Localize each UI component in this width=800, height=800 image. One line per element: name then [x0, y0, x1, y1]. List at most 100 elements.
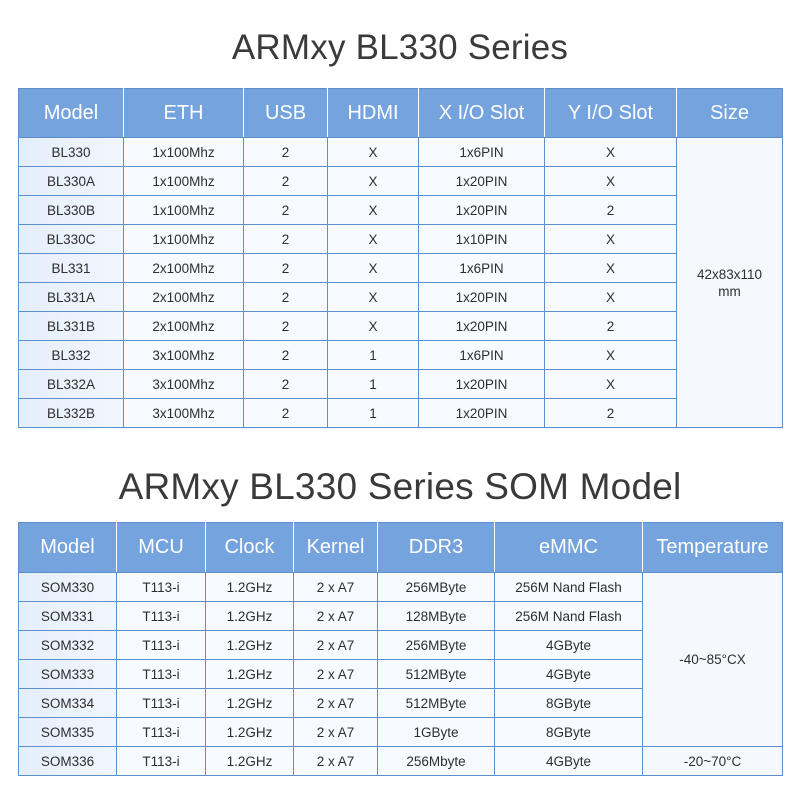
cell-model: BL332 — [18, 340, 124, 370]
cell-y-io: X — [544, 253, 677, 283]
header-hdmi: HDMI — [327, 88, 419, 138]
cell-kernel: 2 x A7 — [293, 659, 378, 689]
cell-mcu: T113-i — [116, 717, 206, 747]
cell-x-io: 1x20PIN — [418, 195, 545, 225]
table-row: SOM335 T113-i 1.2GHz 2 x A7 1GByte 8GByt… — [18, 717, 783, 747]
header-kernel: Kernel — [293, 522, 378, 573]
cell-clock: 1.2GHz — [205, 746, 294, 776]
cell-hdmi: 1 — [327, 340, 419, 370]
cell-model: BL330 — [18, 137, 124, 167]
cell-y-io: X — [544, 224, 677, 254]
table-row: BL330C 1x100Mhz 2 X 1x10PIN X — [18, 224, 783, 254]
cell-hdmi: X — [327, 137, 419, 167]
cell-mcu: T113-i — [116, 659, 206, 689]
cell-x-io: 1x10PIN — [418, 224, 545, 254]
cell-usb: 2 — [243, 195, 328, 225]
cell-emmc: 8GByte — [494, 717, 643, 747]
table-row: BL330 1x100Mhz 2 X 1x6PIN X 42x83x110 mm — [18, 137, 783, 428]
cell-model: BL330C — [18, 224, 124, 254]
cell-hdmi: X — [327, 195, 419, 225]
cell-kernel: 2 x A7 — [293, 688, 378, 718]
table2-title: ARMxy BL330 Series SOM Model — [118, 466, 682, 507]
cell-usb: 2 — [243, 311, 328, 341]
cell-hdmi: 1 — [327, 398, 419, 428]
cell-kernel: 2 x A7 — [293, 746, 378, 776]
header-emmc: eMMC — [494, 522, 643, 573]
cell-model: BL331A — [18, 282, 124, 312]
cell-x-io: 1x20PIN — [418, 398, 545, 428]
header-model: Model — [18, 88, 124, 138]
cell-x-io: 1x6PIN — [418, 137, 545, 167]
cell-emmc: 4GByte — [494, 659, 643, 689]
cell-mcu: T113-i — [116, 630, 206, 660]
cell-model: BL331 — [18, 253, 124, 283]
cell-eth: 1x100Mhz — [123, 166, 244, 196]
cell-model: SOM331 — [18, 601, 117, 631]
header-eth: ETH — [123, 88, 244, 138]
header-usb: USB — [243, 88, 328, 138]
cell-ddr3: 256Mbyte — [377, 746, 495, 776]
table1-title: ARMxy BL330 Series — [231, 28, 569, 67]
cell-usb: 2 — [243, 253, 328, 283]
cell-ddr3: 512MByte — [377, 688, 495, 718]
cell-clock: 1.2GHz — [205, 630, 294, 660]
cell-emmc: 4GByte — [494, 630, 643, 660]
cell-clock: 1.2GHz — [205, 688, 294, 718]
cell-model: BL330A — [18, 166, 124, 196]
cell-emmc: 256M Nand Flash — [494, 572, 643, 602]
cell-ddr3: 1GByte — [377, 717, 495, 747]
cell-size: 42x83x110 mm — [676, 137, 783, 428]
cell-x-io: 1x20PIN — [418, 311, 545, 341]
cell-eth: 1x100Mhz — [123, 137, 244, 167]
table-row: BL332 3x100Mhz 2 1 1x6PIN X — [18, 340, 783, 370]
cell-usb: 2 — [243, 398, 328, 428]
table-row: SOM333 T113-i 1.2GHz 2 x A7 512MByte 4GB… — [18, 659, 783, 689]
cell-ddr3: 512MByte — [377, 659, 495, 689]
cell-model: SOM333 — [18, 659, 117, 689]
cell-eth: 2x100Mhz — [123, 253, 244, 283]
cell-y-io: 2 — [544, 311, 677, 341]
cell-usb: 2 — [243, 340, 328, 370]
cell-eth: 3x100Mhz — [123, 340, 244, 370]
cell-usb: 2 — [243, 166, 328, 196]
table-row: SOM331 T113-i 1.2GHz 2 x A7 128MByte 256… — [18, 601, 783, 631]
cell-y-io: 2 — [544, 398, 677, 428]
cell-mcu: T113-i — [116, 601, 206, 631]
cell-model: SOM336 — [18, 746, 117, 776]
cell-eth: 2x100Mhz — [123, 311, 244, 341]
cell-model: SOM334 — [18, 688, 117, 718]
header-mcu: MCU — [116, 522, 206, 573]
cell-hdmi: X — [327, 311, 419, 341]
cell-model: SOM335 — [18, 717, 117, 747]
cell-y-io: 2 — [544, 195, 677, 225]
header-ddr3: DDR3 — [377, 522, 495, 573]
cell-hdmi: X — [327, 224, 419, 254]
cell-model: BL332B — [18, 398, 124, 428]
cell-clock: 1.2GHz — [205, 659, 294, 689]
cell-model: BL331B — [18, 311, 124, 341]
cell-eth: 3x100Mhz — [123, 369, 244, 399]
cell-kernel: 2 x A7 — [293, 572, 378, 602]
cell-temperature-industrial: -40~85°CX — [642, 572, 783, 747]
cell-x-io: 1x6PIN — [418, 340, 545, 370]
cell-eth: 3x100Mhz — [123, 398, 244, 428]
cell-x-io: 1x20PIN — [418, 166, 545, 196]
cell-hdmi: X — [327, 166, 419, 196]
table-row: BL331B 2x100Mhz 2 X 1x20PIN 2 — [18, 311, 783, 341]
cell-x-io: 1x20PIN — [418, 282, 545, 312]
cell-y-io: X — [544, 282, 677, 312]
cell-clock: 1.2GHz — [205, 572, 294, 602]
table-row: SOM336 T113-i 1.2GHz 2 x A7 256Mbyte 4GB… — [18, 746, 783, 776]
cell-ddr3: 256MByte — [377, 630, 495, 660]
cell-usb: 2 — [243, 282, 328, 312]
bl330-series-table: Model ETH USB HDMI X I/O Slot Y I/O Slot… — [18, 88, 783, 428]
table-row: BL331 2x100Mhz 2 X 1x6PIN X — [18, 253, 783, 283]
cell-model: BL330B — [18, 195, 124, 225]
cell-clock: 1.2GHz — [205, 601, 294, 631]
cell-kernel: 2 x A7 — [293, 717, 378, 747]
cell-model: BL332A — [18, 369, 124, 399]
header-clock: Clock — [205, 522, 294, 573]
cell-usb: 2 — [243, 137, 328, 167]
cell-ddr3: 128MByte — [377, 601, 495, 631]
table-row: BL330B 1x100Mhz 2 X 1x20PIN 2 — [18, 195, 783, 225]
